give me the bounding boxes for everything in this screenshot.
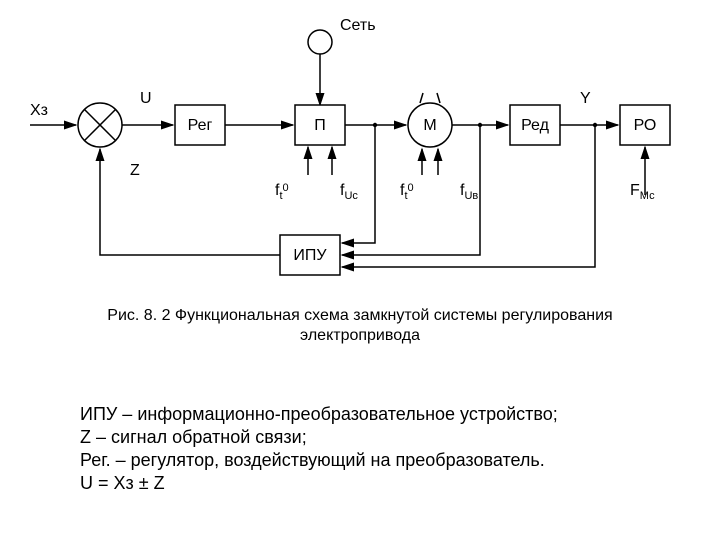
edge-tap1-ipu [342, 125, 375, 243]
junction-dot [373, 123, 377, 127]
label-y: Y [580, 90, 591, 107]
label-z: Z [130, 162, 140, 179]
label-fuc: fUс [340, 182, 358, 202]
label-ft0-2: ft0 [400, 182, 414, 202]
legend-line-1: Z – сигнал обратной связи; [80, 427, 307, 447]
red-block-label: Ред [521, 117, 550, 134]
label-ft0-1: ft0 [275, 182, 289, 202]
caption-line1: Рис. 8. 2 Функциональная схема замкнутой… [107, 307, 612, 324]
label-u: U [140, 90, 152, 107]
caption-line2: электропривода [300, 327, 420, 344]
label-fub: fUв [460, 182, 478, 202]
legend-line-3: U = Xз ± Z [80, 473, 165, 493]
svg-text:М: М [423, 117, 436, 134]
p-block-label: П [314, 117, 326, 134]
legend-line-2: Рег. – регулятор, воздействующий на прео… [80, 450, 545, 470]
sum-node [78, 103, 122, 147]
net-label: Сеть [340, 17, 376, 34]
junction-dot [593, 123, 597, 127]
ipu-block-label: ИПУ [293, 247, 327, 264]
legend-line-0: ИПУ – информационно-преобразовательное у… [80, 404, 558, 424]
m-node: М [408, 93, 452, 147]
label-fmc: FМс [630, 182, 655, 202]
edge-ipu-sum [100, 149, 280, 255]
ro-block-label: РО [634, 117, 657, 134]
reg-block-label: Рег [188, 117, 213, 134]
junction-dot [478, 123, 482, 127]
net-circle [308, 30, 332, 54]
label-xz: Xз [30, 102, 48, 119]
